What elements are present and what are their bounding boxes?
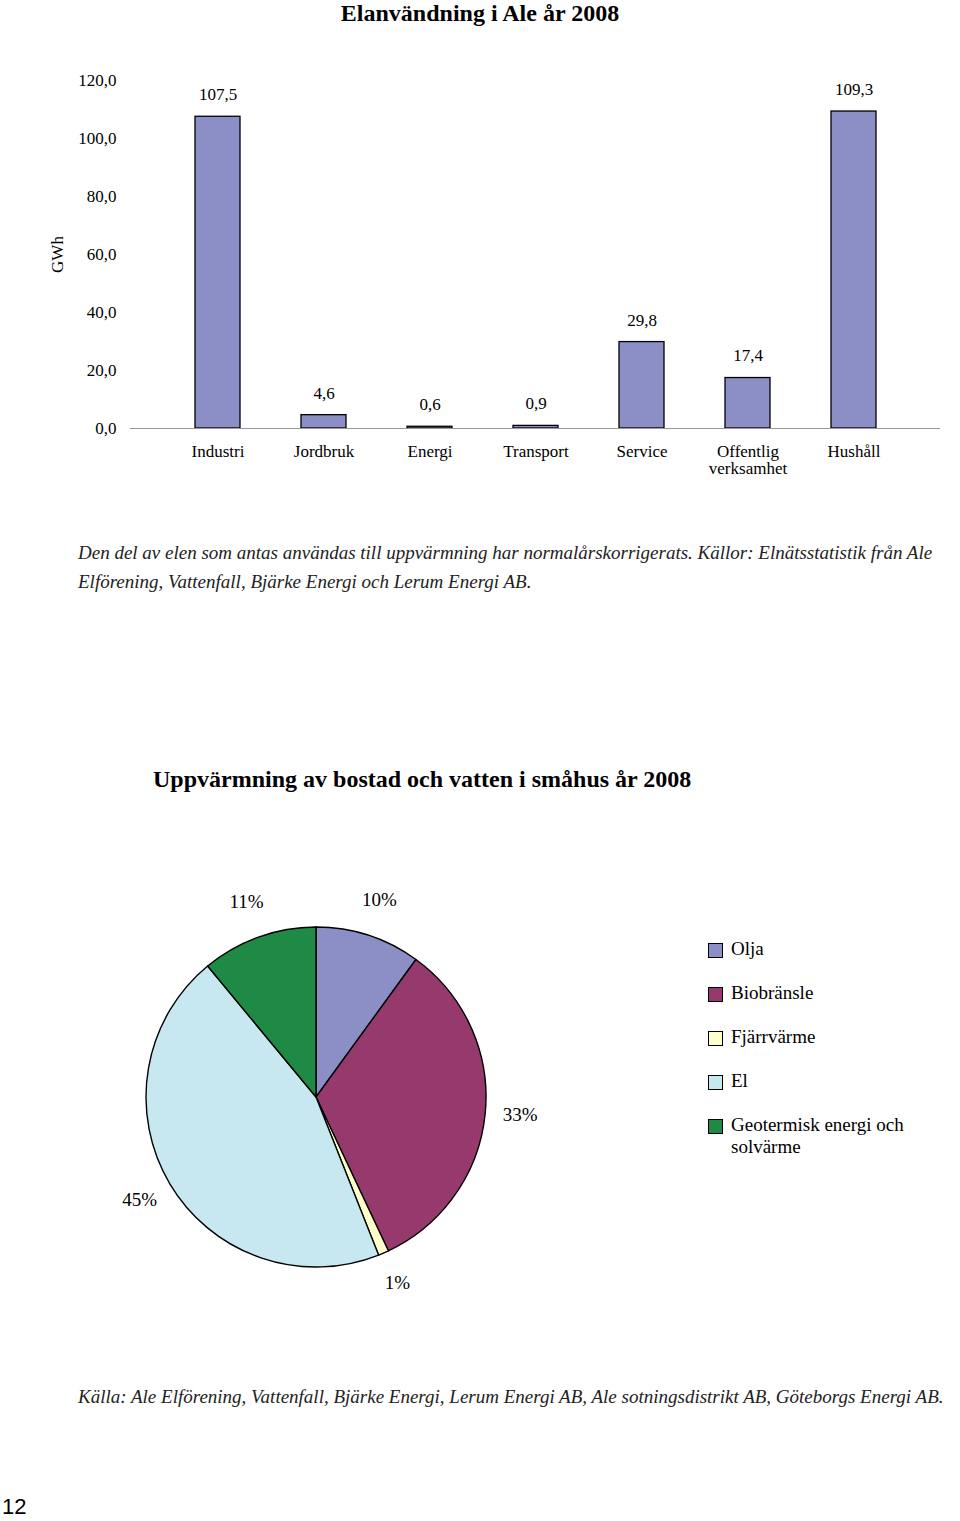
svg-text:60,0: 60,0 (87, 245, 117, 264)
html-text:Fjärrvärme: Fjärrvärme (731, 1026, 816, 1047)
svg-text:Offentligverksamhet: Offentligverksamhet (709, 442, 788, 478)
svg-text:80,0: 80,0 (87, 187, 117, 206)
svg-text:17,4: 17,4 (733, 346, 763, 365)
svg-text:Energi: Energi (407, 442, 452, 461)
html-text:12: 12 (2, 1494, 27, 1519)
svg-text:0,0: 0,0 (95, 419, 116, 438)
html-text:El: El (731, 1070, 748, 1091)
svg-text:Hushåll: Hushåll (828, 442, 881, 461)
svg-text:1%: 1% (385, 1272, 411, 1293)
svg-text:109,3: 109,3 (835, 80, 873, 99)
svg-text:33%: 33% (503, 1104, 538, 1125)
svg-text:4,6: 4,6 (313, 384, 334, 403)
svg-text:29,8: 29,8 (627, 311, 657, 330)
svg-text:Industri: Industri (192, 442, 245, 461)
svg-text:107,5: 107,5 (199, 85, 237, 104)
svg-text:Transport: Transport (503, 442, 569, 461)
svg-text:0,9: 0,9 (525, 394, 546, 413)
svg-text:Jordbruk: Jordbruk (294, 442, 355, 461)
svg-text:0,6: 0,6 (419, 395, 440, 414)
svg-text:45%: 45% (122, 1189, 157, 1210)
svg-text:100,0: 100,0 (78, 129, 116, 148)
svg-text:120,0: 120,0 (78, 71, 116, 90)
svg-text:40,0: 40,0 (87, 303, 117, 322)
html-text:Geotermisk energi och solvärme: Geotermisk energi och solvärme (731, 1114, 904, 1157)
svg-text:10%: 10% (362, 889, 397, 910)
html-text:Elanvändning i Ale år 2008: Elanvändning i Ale år 2008 (340, 0, 620, 26)
html-text:Uppvärmning av bostad och vatt: Uppvärmning av bostad och vatten i småhu… (153, 766, 692, 792)
svg-text:11%: 11% (229, 891, 263, 912)
html-text:Olja: Olja (731, 938, 764, 959)
html-text:Den del av elen som antas anvä: Den del av elen som antas användas till … (78, 542, 933, 593)
svg-text:GWh: GWh (48, 236, 67, 273)
svg-text:20,0: 20,0 (87, 361, 117, 380)
svg-text:Service: Service (617, 442, 668, 461)
html-text:Biobränsle: Biobränsle (731, 982, 814, 1003)
html-text:Källa: Ale Elförening, Vattenf: Källa: Ale Elförening, Vattenfall, Bjärk… (78, 1386, 944, 1407)
